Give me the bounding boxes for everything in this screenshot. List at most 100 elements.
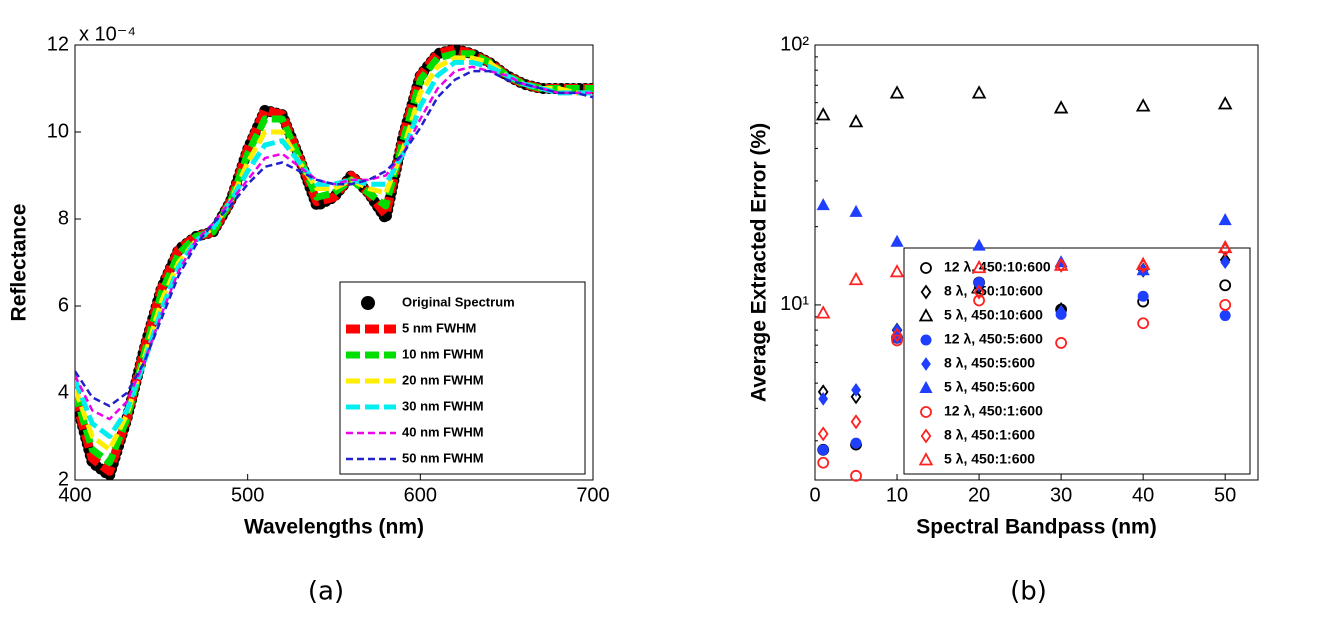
point [889, 263, 905, 278]
point [850, 469, 862, 482]
legend-label: 10 nm FWHM [402, 346, 484, 361]
legend-label: 12 λ, 450:10:600 [944, 259, 1051, 275]
point [817, 456, 830, 469]
legend-label: 12 λ, 450:5:600 [944, 331, 1043, 347]
x-tick-label: 600 [404, 484, 437, 506]
legend-swatch [920, 406, 932, 418]
point [851, 383, 861, 397]
point [1219, 299, 1232, 311]
point [850, 437, 862, 449]
caption: (a) [308, 577, 344, 607]
legend-label: 8 λ, 450:1:600 [944, 427, 1035, 443]
legend-box [339, 281, 586, 475]
legend-swatch [361, 296, 375, 310]
point [817, 426, 829, 442]
series-group [75, 45, 593, 480]
x-tick-label: 30 [1050, 484, 1072, 506]
y-tick-label: 10¹ [780, 293, 809, 315]
point [1055, 337, 1068, 349]
x-tick-label: 700 [576, 484, 609, 506]
legend-label: 5 λ, 450:5:600 [944, 379, 1035, 395]
point [1217, 239, 1233, 254]
legend-label: 5 nm FWHM [402, 320, 476, 335]
legend-label: 20 nm FWHM [402, 372, 484, 387]
x-tick-label: 400 [58, 484, 91, 506]
point [973, 284, 985, 300]
point [1137, 290, 1149, 302]
legend-label: 12 λ, 450:1:600 [944, 403, 1043, 419]
point [1056, 305, 1066, 319]
legend-label: 50 nm FWHM [402, 450, 484, 465]
series-line [75, 50, 593, 467]
x-tick-label: 0 [809, 484, 820, 506]
y-tick-label: 8 [58, 207, 69, 229]
point [891, 327, 903, 343]
legend-label: 8 λ, 450:10:600 [944, 283, 1043, 299]
y-multiplier: x 10⁻⁴ [79, 23, 136, 45]
legend-label: 40 nm FWHM [402, 424, 484, 439]
y-tick-label: 10 [47, 120, 69, 142]
point [973, 294, 985, 307]
x-tick-label: 50 [1214, 484, 1236, 506]
point [890, 234, 904, 247]
legend-box [903, 247, 1251, 475]
y-tick-label: 6 [58, 294, 69, 316]
y-tick-label: 4 [58, 381, 69, 403]
point [850, 389, 862, 405]
legend-swatch [920, 262, 932, 274]
x-axis-label: Wavelengths (nm) [244, 516, 424, 539]
legend-swatch [920, 284, 932, 300]
legend-swatch [918, 308, 934, 322]
y-axis-label: Reflectance [8, 204, 31, 322]
point [889, 85, 905, 99]
y-tick-label: 2 [58, 468, 69, 490]
point [1218, 213, 1232, 226]
point [1053, 257, 1069, 271]
x-tick-label: 40 [1132, 484, 1154, 506]
legend-swatch [920, 428, 932, 444]
x-tick-label: 10 [886, 484, 908, 506]
caption: (b) [1010, 577, 1047, 607]
x-axis-label: Spectral Bandpass (nm) [916, 516, 1156, 539]
point [1219, 310, 1231, 322]
legend: 12 λ, 450:10:600 8 λ, 450:10:600 5 λ, 450:… [903, 247, 1251, 475]
point [817, 444, 829, 456]
point [816, 198, 830, 211]
y-axis-label: Average Extracted Error (%) [748, 123, 771, 402]
legend-label: 8 λ, 450:5:600 [944, 355, 1035, 371]
legend-label: Original Spectrum [402, 294, 515, 309]
point [815, 107, 831, 121]
x-tick-label: 500 [231, 484, 264, 506]
point [1135, 98, 1151, 112]
point [971, 259, 987, 274]
chart-panel: 0 10 20 30 40 50 10¹ 10² Spectral Bandpass (nm) A… [748, 33, 1259, 607]
point [850, 414, 862, 430]
legend-label: 30 nm FWHM [402, 398, 484, 413]
point [1220, 255, 1231, 270]
point [971, 85, 987, 99]
series-line [75, 45, 593, 476]
legend-swatch [919, 380, 933, 393]
legend-swatch [918, 452, 934, 466]
y-tick-label: 10² [780, 33, 809, 55]
point [891, 334, 903, 347]
plot-frame [74, 44, 594, 481]
point [818, 392, 829, 406]
x-tick-label: 20 [968, 484, 990, 506]
point [1219, 279, 1232, 292]
y-tick-label: 12 [47, 33, 69, 55]
legend-swatch [920, 334, 932, 346]
point [815, 305, 831, 319]
point [1137, 317, 1150, 330]
series-line [75, 65, 593, 421]
legend-label: 5 λ, 450:10:600 [944, 307, 1043, 323]
chart-panel: 400 500 600 700 2 4 6 8 10 12 x 10⁻⁴ Wavelengths (n… [8, 23, 610, 606]
legend-label: 5 λ, 450:1:600 [944, 451, 1035, 467]
point [972, 238, 986, 251]
series-line [75, 69, 593, 408]
point [1217, 96, 1233, 110]
legend: Original Spectrum 5 nm FWHM 10 nm FWHM 20 n… [339, 281, 586, 475]
legend-swatch [921, 357, 931, 371]
